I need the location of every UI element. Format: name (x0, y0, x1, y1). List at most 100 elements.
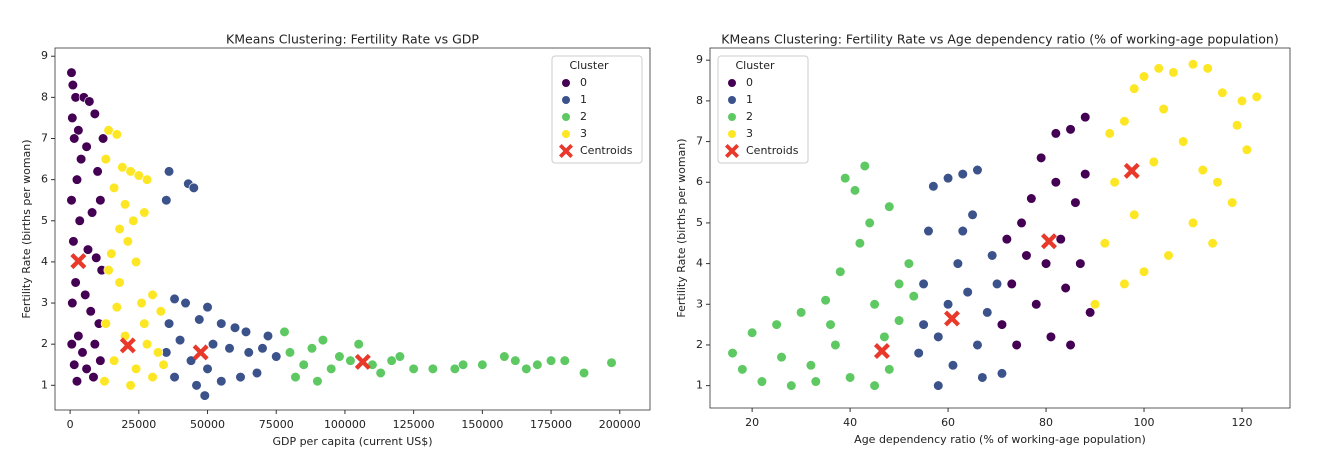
point (375, 367, 386, 379)
point (97, 133, 109, 144)
point (74, 215, 85, 226)
point (893, 278, 905, 290)
point (216, 376, 227, 387)
y-axis-label: Fertility Rate (births per woman) (675, 138, 688, 317)
point (202, 363, 213, 374)
point (947, 360, 959, 371)
point (1006, 278, 1017, 290)
y-tick-label: 5 (696, 216, 703, 229)
point (1089, 299, 1101, 310)
point (95, 355, 106, 366)
point (117, 162, 128, 173)
point (191, 380, 202, 391)
point (1119, 278, 1130, 290)
point (345, 355, 356, 366)
point (737, 364, 748, 375)
point (312, 376, 323, 387)
point (147, 289, 158, 300)
series-3 (1089, 59, 1262, 310)
point (207, 339, 219, 350)
legend-marker (728, 130, 736, 138)
point (100, 318, 111, 329)
y-tick-label: 7 (41, 132, 48, 145)
point (290, 371, 301, 383)
point (152, 347, 164, 358)
point (477, 359, 488, 370)
point (830, 339, 841, 351)
point (942, 299, 954, 310)
legend-marker (728, 113, 736, 121)
point (306, 343, 318, 354)
y-tick-label: 3 (41, 296, 48, 309)
point (756, 376, 768, 387)
point (99, 376, 110, 387)
point (427, 363, 438, 374)
point (1050, 128, 1061, 139)
point (1187, 217, 1199, 229)
point (163, 318, 175, 329)
legend: Cluster 0 1 2 3 Centroids (717, 55, 809, 164)
point (928, 181, 939, 192)
point (235, 371, 246, 383)
point (869, 380, 880, 391)
legend-marker (728, 96, 736, 104)
point (334, 351, 345, 362)
point (1129, 209, 1140, 220)
point (188, 182, 199, 193)
point (73, 125, 84, 136)
point (893, 315, 905, 326)
point (141, 174, 153, 185)
point (510, 355, 521, 366)
point (67, 297, 78, 309)
point (1236, 95, 1248, 106)
x-tick-label: 100000 (324, 418, 366, 431)
point (545, 355, 557, 366)
point (1251, 91, 1262, 102)
point (133, 170, 144, 181)
legend-label: Centroids (746, 144, 799, 157)
point (962, 286, 973, 298)
point (532, 359, 543, 370)
legend-label: 3 (746, 127, 753, 140)
point (1021, 250, 1032, 261)
point (1065, 339, 1076, 351)
point (257, 343, 268, 354)
point (199, 390, 210, 401)
legend-marker (559, 144, 573, 158)
point (353, 339, 364, 350)
point (845, 372, 856, 383)
point (1158, 103, 1169, 115)
point (81, 141, 92, 152)
chart-title: KMeans Clustering: Fertility Rate vs Age… (721, 32, 1278, 47)
point (114, 223, 125, 235)
chart-title: KMeans Clustering: Fertility Rate vs GDP (226, 32, 479, 47)
point (1207, 238, 1218, 249)
point (810, 376, 821, 387)
series-2 (727, 160, 919, 391)
y-tick-label: 4 (696, 257, 703, 270)
legend-label: 2 (580, 110, 587, 123)
centroid (192, 344, 209, 361)
point (1241, 144, 1252, 155)
point (100, 153, 111, 165)
point (933, 331, 944, 342)
point (108, 355, 120, 366)
point (279, 326, 290, 337)
x-tick-label: 175000 (530, 418, 572, 431)
legend-label: 0 (580, 76, 587, 89)
legend-title: Cluster (735, 59, 775, 72)
point (326, 363, 337, 374)
point (69, 359, 80, 370)
legend-label: 1 (746, 93, 753, 106)
point (251, 367, 263, 379)
point (91, 252, 102, 263)
legend-marker (562, 96, 570, 104)
legend-box (551, 55, 643, 164)
legend-marker (562, 113, 570, 121)
point (394, 351, 406, 362)
x-tick-label: 120 (1231, 416, 1252, 429)
point (1153, 63, 1164, 74)
point (243, 347, 254, 358)
point (1055, 234, 1066, 245)
x-tick-label: 80 (1039, 416, 1053, 429)
